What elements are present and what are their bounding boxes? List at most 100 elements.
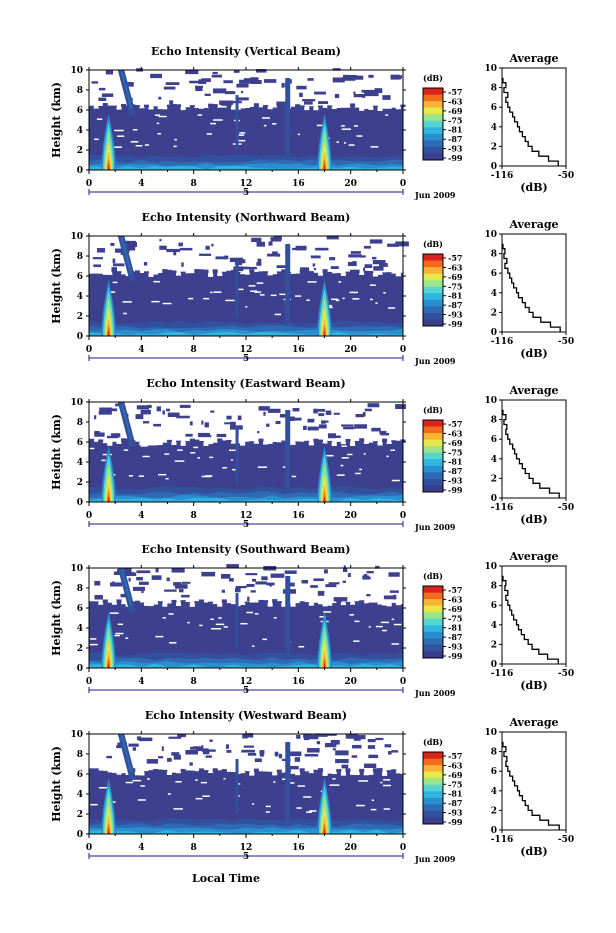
echo-gap [359,107,364,111]
colorbar-swatch [423,791,443,798]
echo-patch [324,569,328,573]
echo-patch [260,752,264,757]
x-tick-label: 20 [344,179,357,189]
echo-patch [211,244,213,247]
average-y-tick-label: 8 [491,250,497,260]
echo-gap [114,130,123,132]
average-y-tick-label: 4 [491,787,497,797]
panel-title: Echo Intensity (Vertical Beam) [151,45,341,58]
echo-gap [188,298,193,300]
x-tick-label: 8 [191,511,197,521]
colorbar-swatch [423,127,443,134]
echo-gap [139,772,144,775]
echo-patch [353,92,355,95]
echo-gap [98,273,103,274]
echo-gap [358,780,368,782]
colorbar-swatch [423,479,443,486]
echo-gap [387,107,392,109]
echo-patch [135,270,140,273]
heatmap [89,68,405,170]
echo-gap [129,475,133,477]
echo-gap [257,282,264,284]
x-tick-label: 0 [400,677,406,687]
colorbar-swatch [423,472,443,479]
echo-patch [181,600,186,603]
colorbar-swatch [423,121,443,128]
date-label: 5 [243,852,249,862]
echo-gap [318,273,323,276]
echo-patch [236,586,247,588]
echo-patch [110,243,114,246]
echo-patch [89,768,94,772]
echo-gap [268,603,273,607]
echo-gap [225,300,234,302]
echo-patch [185,750,198,755]
average-y-tick-label: 2 [491,640,497,650]
echo-gap [94,107,99,109]
echo-patch [307,419,314,423]
echo-patch [169,100,173,105]
echo-gap [340,465,343,467]
echo-gap [275,314,281,316]
y-tick-label: 4 [77,624,83,634]
colorbar-swatch [423,280,443,287]
y-tick-label: 4 [77,292,83,302]
echo-patch [256,262,261,266]
echo-patch [258,771,263,772]
echo-patch [246,584,254,587]
echo-patch [255,581,266,584]
echo-patch [302,580,309,584]
echo-gap [263,442,268,445]
y-tick-label: 6 [77,604,83,614]
echo-patch [362,576,369,580]
echo-gap [255,613,259,615]
echo-patch [314,92,326,95]
x-tick-label: 20 [344,843,357,853]
echo-patch [254,602,259,603]
echo-gap [345,107,350,108]
echo-patch [121,438,126,442]
echo-patch [266,583,274,586]
echo-patch [166,409,170,412]
echo-gap [116,772,121,775]
echo-patch [94,415,96,419]
echo-gap [332,778,335,780]
echo-patch [107,106,112,107]
y-tick-label: 10 [70,730,83,740]
echo-patch [89,601,94,603]
echo-patch [345,439,350,442]
echo-column [236,95,239,150]
y-tick-label: 8 [77,418,83,428]
echo-patch [319,424,327,428]
echo-patch [116,599,121,603]
echo-gap [101,460,105,462]
echo-gap [262,639,267,641]
echo-gap [385,114,388,116]
echo-patch [350,270,355,273]
echo-patch [190,747,203,750]
echo-patch [158,97,161,100]
echo-patch [313,578,324,581]
echo-gap [245,273,250,275]
echo-gap [131,141,139,143]
echo-gap [107,442,112,446]
echo-patch [270,237,281,241]
echo-patch [318,409,325,412]
echo-patch [368,403,380,407]
echo-patch [149,770,154,772]
echo-gap [327,603,332,606]
average-y-tick-label: 2 [491,308,497,318]
echo-gap [356,805,365,807]
echo-patch [162,770,167,772]
echo-patch [315,734,328,736]
echo-patch [212,75,222,78]
echo-gap [382,630,387,632]
echo-gap [336,141,339,143]
colorbar-swatch [423,88,443,95]
echo-patch [144,771,149,772]
echo-patch [199,269,204,273]
echo-patch [226,416,231,420]
echo-gap [213,291,221,293]
echo-gap [213,442,218,443]
